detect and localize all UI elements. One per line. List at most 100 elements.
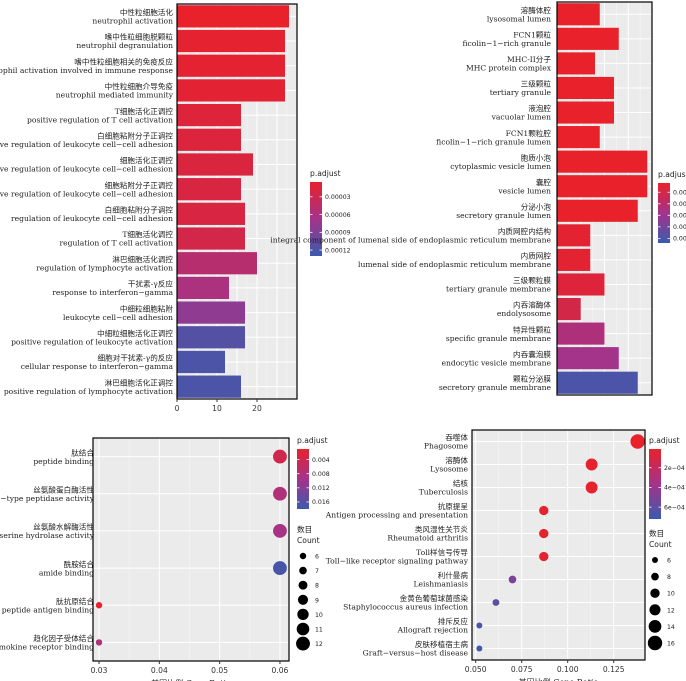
bar[interactable] — [177, 29, 285, 53]
dot[interactable] — [539, 528, 549, 539]
legend-title: p.adjust — [658, 170, 686, 179]
bar[interactable] — [177, 227, 245, 250]
bar[interactable] — [177, 252, 257, 275]
category-label: specific granule membrane — [446, 334, 552, 343]
bar[interactable] — [557, 150, 648, 173]
category-label: positive regulation of leukocyte activat… — [11, 337, 173, 346]
dot[interactable] — [585, 458, 598, 471]
category-label: neutrophil degranulation — [76, 41, 173, 50]
bar[interactable] — [557, 322, 605, 345]
size-legend-label: 7 — [315, 568, 319, 575]
category-label: serine hydrolase activity — [0, 531, 95, 540]
legend-tick-label: 0.016 — [312, 499, 330, 506]
legend-tick-label: 0.004 — [312, 457, 330, 464]
bar[interactable] — [557, 3, 600, 26]
panel-kegg-size-legend: 数目 Count 6 8 10 12 14 16 — [647, 528, 675, 651]
bar[interactable] — [177, 301, 245, 324]
category-label-cn: 酰胺结合 — [64, 559, 95, 569]
dot[interactable] — [585, 481, 598, 494]
legend-tick-label: 4e−04 — [664, 485, 685, 492]
bar[interactable] — [177, 178, 241, 201]
category-label: Leishmaniasis — [413, 580, 468, 589]
bar[interactable] — [557, 126, 600, 149]
category-label: peptide antigen binding — [2, 605, 94, 614]
category-label-cn: 白细胞粘附分子正调控 — [97, 130, 173, 140]
dot[interactable] — [273, 523, 287, 538]
bar[interactable] — [557, 27, 619, 50]
category-label: cytoplasmic vesicle lumen — [450, 162, 551, 171]
legend-title: p.adjust — [649, 436, 680, 445]
category-label-cn: 嗜中性粒细胞相关的免疫反应 — [74, 56, 173, 66]
category-label-cn: 内吞溶酶体 — [513, 300, 551, 310]
category-label: Graft−versus−host disease — [363, 649, 469, 658]
category-label-cn: 利什曼病 — [438, 570, 469, 580]
dot[interactable] — [95, 639, 103, 646]
bar[interactable] — [557, 347, 619, 370]
dot[interactable] — [630, 434, 645, 449]
bar[interactable] — [177, 350, 225, 374]
category-label: serine−type peptidase activity — [0, 494, 95, 503]
legend-title: p.adjust — [310, 169, 341, 178]
bar[interactable] — [557, 199, 638, 222]
bar[interactable] — [557, 224, 591, 247]
category-label-cn: 丝氨酸水解酶活性 — [33, 522, 94, 532]
bar[interactable] — [557, 101, 614, 124]
category-label-cn: 颗粒分泌膜 — [513, 373, 551, 383]
legend-colorbar — [658, 183, 670, 243]
bar[interactable] — [177, 375, 241, 398]
size-legend-dot — [647, 635, 663, 651]
category-label: Rheumatoid arthritis — [387, 534, 468, 543]
bar[interactable] — [177, 276, 229, 300]
size-legend-label: 6 — [315, 554, 319, 561]
dot[interactable] — [539, 551, 549, 562]
category-label: Lysosome — [430, 465, 468, 474]
dot[interactable] — [476, 645, 483, 652]
bar[interactable] — [177, 5, 289, 28]
bar[interactable] — [177, 103, 241, 127]
category-label: positive regulation of leukocyte cell−ce… — [0, 189, 173, 198]
legend-colorbar — [649, 449, 661, 519]
bar[interactable] — [177, 326, 245, 349]
category-label: ficolin−1−rich granule lumen — [436, 137, 551, 146]
bar[interactable] — [557, 248, 591, 271]
plot-background — [93, 438, 289, 661]
bar[interactable] — [177, 153, 253, 176]
category-label: Staphylococcus aureus infection — [343, 603, 468, 612]
category-label-cn: 嗜中性粒细胞脱颗粒 — [105, 32, 174, 42]
bar[interactable] — [177, 202, 245, 225]
dot[interactable] — [476, 622, 483, 629]
dot[interactable] — [539, 505, 549, 516]
x-axis-title: 基因比例 Gene Ratio — [151, 678, 231, 681]
x-tick-label: 0.100 — [557, 665, 579, 674]
category-label: lysosomal lumen — [487, 14, 551, 23]
bar[interactable] — [557, 52, 595, 75]
bar[interactable] — [177, 128, 241, 151]
category-label: Allograft rejection — [397, 626, 468, 635]
bar[interactable] — [557, 175, 648, 198]
dot[interactable] — [492, 599, 500, 606]
bar[interactable] — [557, 76, 614, 100]
category-label-cn: 内吞囊泡膜 — [513, 349, 551, 359]
size-legend-label: 6 — [667, 558, 671, 565]
bar[interactable] — [557, 273, 605, 296]
bar[interactable] — [177, 79, 285, 102]
dot[interactable] — [273, 449, 287, 464]
size-legend-dot — [298, 580, 308, 590]
bar[interactable] — [177, 54, 285, 77]
dot[interactable] — [273, 486, 287, 501]
category-label-cn: 抗原提呈 — [438, 501, 469, 511]
dot[interactable] — [95, 602, 103, 609]
category-label: response to interferon−gamma — [52, 288, 173, 297]
bar[interactable] — [557, 371, 638, 394]
dot[interactable] — [273, 561, 287, 576]
size-legend-label: 12 — [315, 641, 323, 648]
bar[interactable] — [557, 297, 581, 321]
legend-tick-label: 0.0010 — [673, 201, 686, 208]
category-label: neutrophil activation involved in immune… — [0, 66, 173, 75]
x-tick-label: 0.050 — [465, 665, 487, 674]
size-legend-dot — [650, 588, 660, 598]
dot[interactable] — [508, 575, 517, 584]
category-label: lumenal side of endoplasmic reticulum me… — [358, 260, 551, 269]
legend-tick-label: 0.0020 — [673, 224, 686, 231]
